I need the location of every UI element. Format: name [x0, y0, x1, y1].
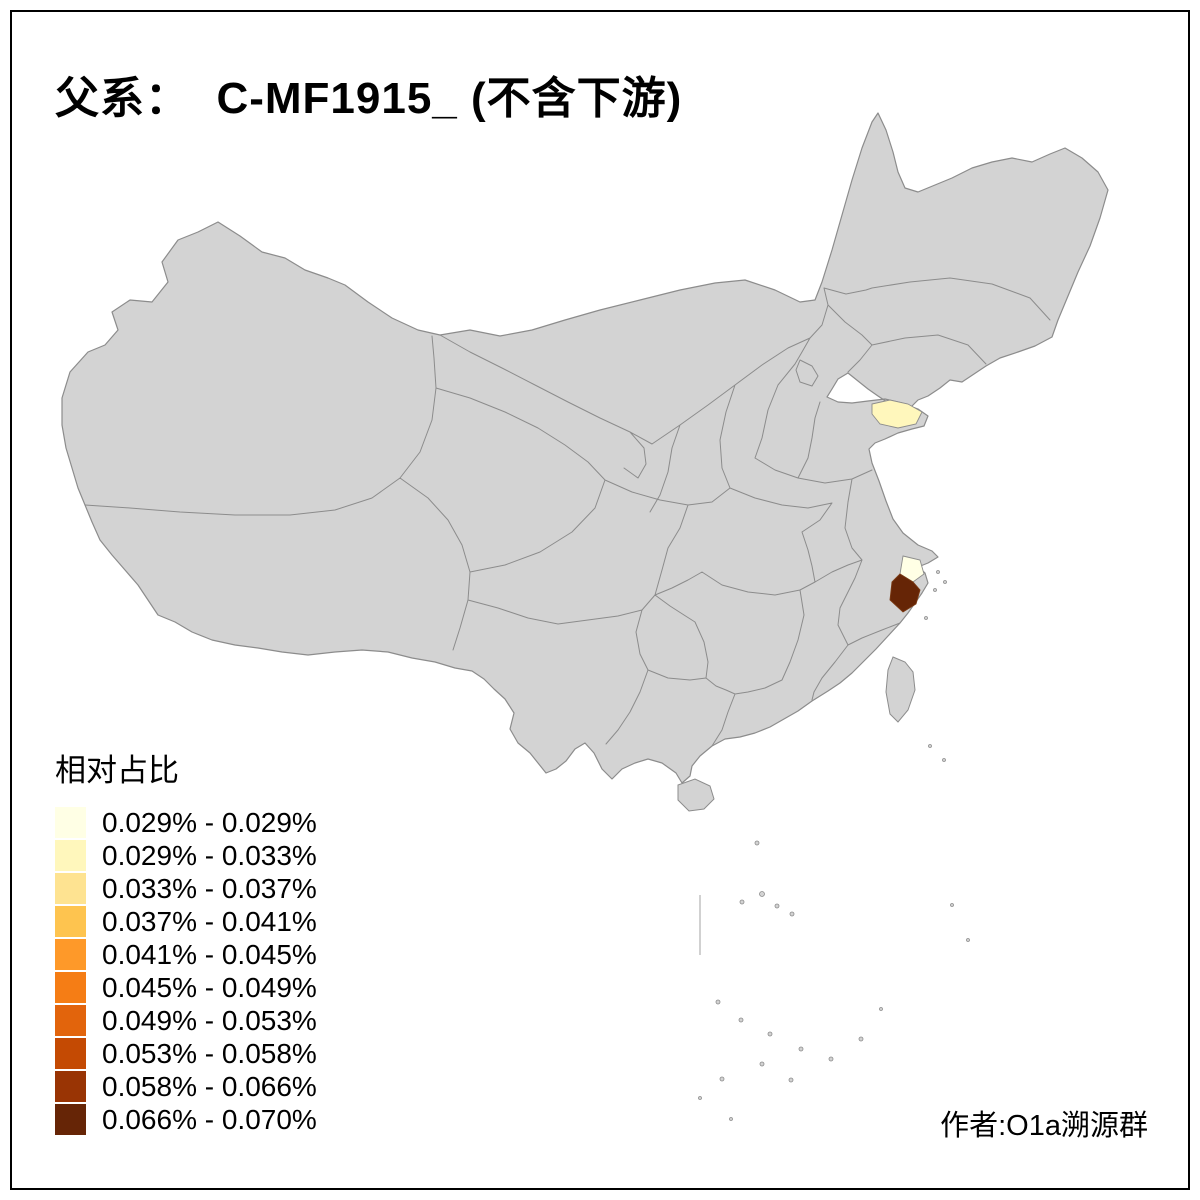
- south-china-sea-islands: [698, 570, 970, 1121]
- legend-item: 0.033% - 0.037%: [55, 872, 317, 905]
- legend-item: 0.029% - 0.029%: [55, 806, 317, 839]
- legend-item: 0.045% - 0.049%: [55, 971, 317, 1004]
- legend-swatch: [55, 1005, 86, 1036]
- legend-item: 0.041% - 0.045%: [55, 938, 317, 971]
- region-zhejiang-north: [899, 555, 925, 583]
- region-shandong-peninsula: [871, 399, 923, 429]
- province-borders: [84, 277, 1051, 747]
- legend-label: 0.053% - 0.058%: [102, 1037, 317, 1069]
- legend-label: 0.041% - 0.045%: [102, 938, 317, 970]
- region-zhejiang-coastal: [889, 573, 921, 613]
- legend-label: 0.066% - 0.070%: [102, 1103, 317, 1135]
- legend-swatch: [55, 873, 86, 904]
- legend-label: 0.029% - 0.033%: [102, 839, 317, 871]
- legend-swatch: [55, 972, 86, 1003]
- legend-item: 0.029% - 0.033%: [55, 839, 317, 872]
- legend-label: 0.029% - 0.029%: [102, 806, 317, 838]
- legend-label: 0.033% - 0.037%: [102, 872, 317, 904]
- taiwan-island: [885, 656, 916, 723]
- legend-swatch: [55, 1104, 86, 1135]
- china-mainland-outline: [61, 112, 1109, 784]
- legend: 相对占比 0.029% - 0.029% 0.029% - 0.033% 0.0…: [55, 745, 317, 1136]
- legend-title: 相对占比: [55, 753, 179, 788]
- legend-label: 0.037% - 0.041%: [102, 905, 317, 937]
- legend-swatch: [55, 807, 86, 838]
- legend-swatch: [55, 840, 86, 871]
- hainan-island: [677, 778, 715, 812]
- legend-label: 0.045% - 0.049%: [102, 971, 317, 1003]
- legend-item: 0.037% - 0.041%: [55, 905, 317, 938]
- legend-swatch: [55, 906, 86, 937]
- page-title: 父系： C-MF1915_ (不含下游): [55, 74, 683, 123]
- legend-item: 0.049% - 0.053%: [55, 1004, 317, 1037]
- legend-item: 0.058% - 0.066%: [55, 1070, 317, 1103]
- legend-swatch: [55, 939, 86, 970]
- legend-label: 0.058% - 0.066%: [102, 1070, 317, 1102]
- legend-item: 0.066% - 0.070%: [55, 1103, 317, 1136]
- legend-label: 0.049% - 0.053%: [102, 1004, 317, 1036]
- legend-item: 0.053% - 0.058%: [55, 1037, 317, 1070]
- legend-swatch: [55, 1071, 86, 1102]
- legend-swatch: [55, 1038, 86, 1069]
- attribution-text: 作者:O1a溯源群: [940, 1110, 1148, 1142]
